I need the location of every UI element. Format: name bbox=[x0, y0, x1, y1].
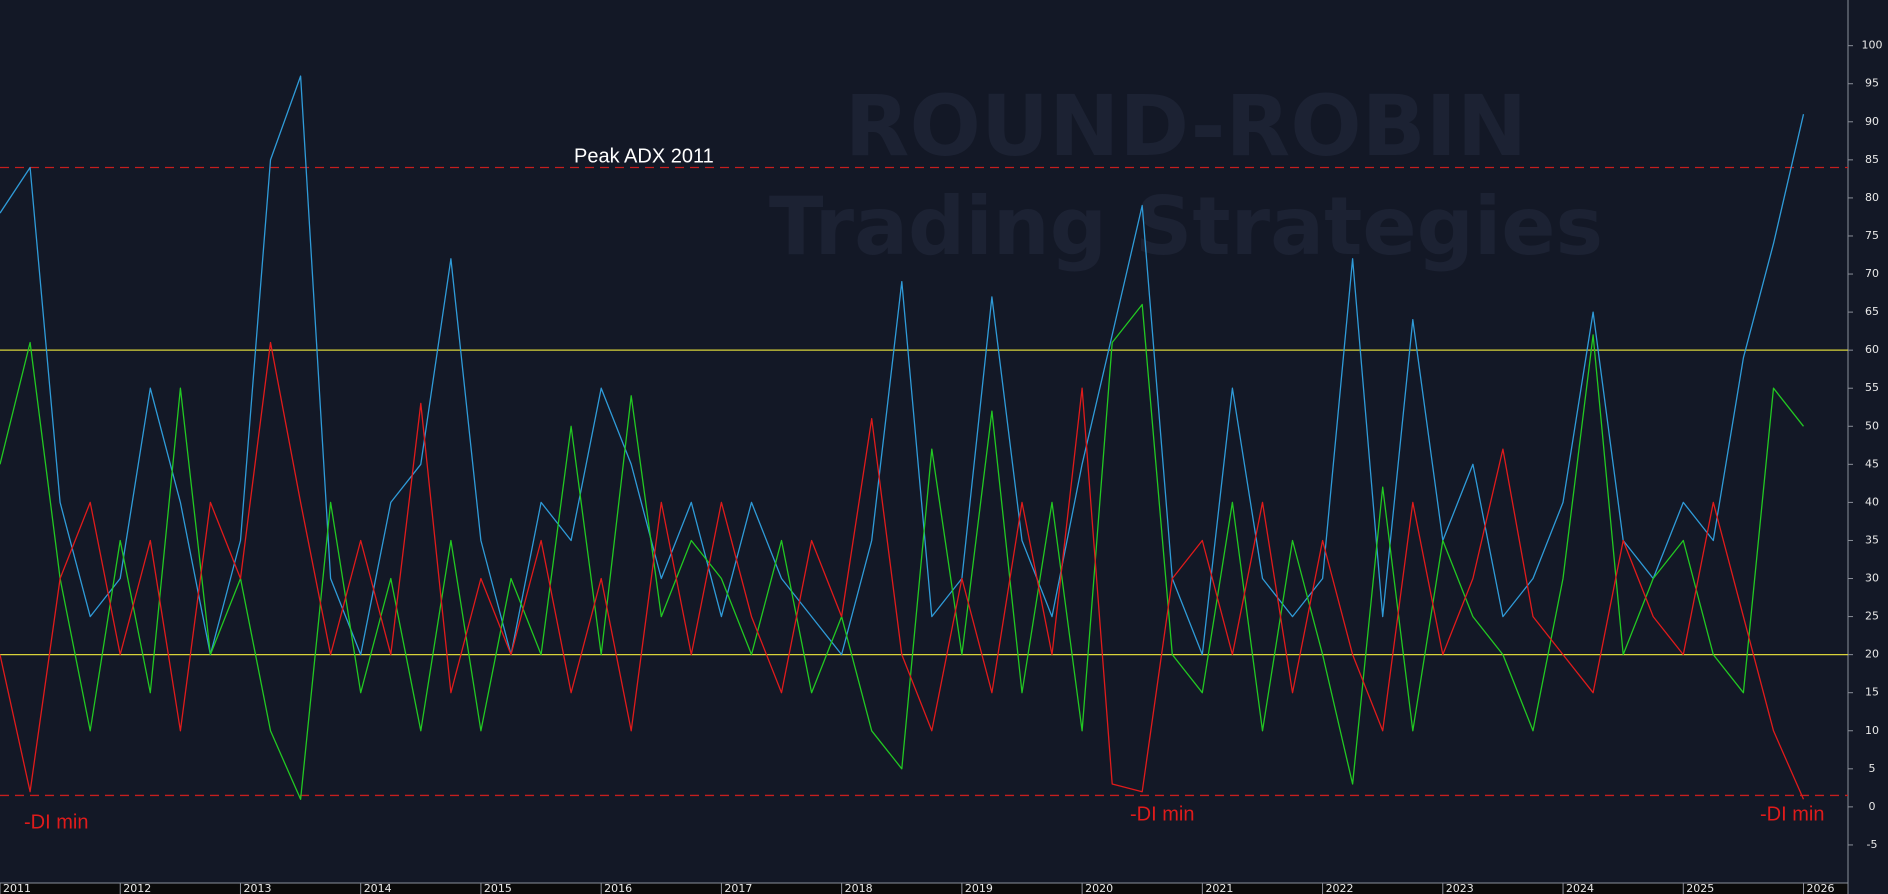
series-line bbox=[0, 75, 1805, 656]
x-tick-label: 2023 bbox=[1446, 882, 1474, 894]
x-tick-label: 2012 bbox=[123, 882, 151, 894]
annotation: Peak ADX 2011 bbox=[574, 145, 714, 167]
annotation: -DI min bbox=[1130, 803, 1194, 825]
y-tick-label: 65 bbox=[1865, 305, 1879, 318]
x-axis-strip bbox=[0, 883, 1848, 894]
y-tick-label: 15 bbox=[1865, 686, 1879, 699]
y-tick-label: 10 bbox=[1865, 724, 1879, 737]
y-tick-label: 5 bbox=[1869, 762, 1876, 775]
series-line bbox=[0, 303, 1805, 800]
y-tick-label: 50 bbox=[1865, 419, 1879, 432]
series-line bbox=[0, 341, 1805, 800]
annotation: -DI min bbox=[24, 811, 88, 833]
y-tick-label: 25 bbox=[1865, 610, 1879, 623]
watermark: Trading Strategies bbox=[769, 180, 1603, 273]
y-tick-label: 100 bbox=[1862, 39, 1883, 52]
x-tick-label: 2014 bbox=[364, 882, 392, 894]
x-tick-label: 2017 bbox=[724, 882, 752, 894]
y-tick-label: 0 bbox=[1869, 800, 1876, 813]
x-tick-label: 2024 bbox=[1566, 882, 1594, 894]
x-tick-label: 2018 bbox=[845, 882, 873, 894]
y-tick-label: -5 bbox=[1867, 838, 1878, 851]
y-tick-label: 20 bbox=[1865, 648, 1879, 661]
x-tick-label: 2025 bbox=[1686, 882, 1714, 894]
y-tick-label: 75 bbox=[1865, 229, 1879, 242]
y-tick-label: 30 bbox=[1865, 572, 1879, 585]
y-tick-label: 90 bbox=[1865, 115, 1879, 128]
x-tick-label: 2011 bbox=[3, 882, 31, 894]
x-tick-label: 2013 bbox=[243, 882, 271, 894]
x-tick-label: 2015 bbox=[484, 882, 512, 894]
watermark: ROUND-ROBIN bbox=[845, 77, 1527, 175]
x-tick-label: 2016 bbox=[604, 882, 632, 894]
y-tick-label: 55 bbox=[1865, 381, 1879, 394]
y-tick-label: 70 bbox=[1865, 267, 1879, 280]
x-tick-label: 2021 bbox=[1205, 882, 1233, 894]
x-tick-label: 2022 bbox=[1326, 882, 1354, 894]
y-tick-label: 60 bbox=[1865, 343, 1879, 356]
y-tick-label: 40 bbox=[1865, 495, 1879, 508]
y-tick-label: 85 bbox=[1865, 153, 1879, 166]
x-tick-label: 2019 bbox=[965, 882, 993, 894]
y-tick-label: 35 bbox=[1865, 533, 1879, 546]
x-tick-label: 2020 bbox=[1085, 882, 1113, 894]
annotation: -DI min bbox=[1760, 803, 1824, 825]
y-tick-label: 45 bbox=[1865, 457, 1879, 470]
x-tick-label: 2026 bbox=[1807, 882, 1835, 894]
y-tick-label: 80 bbox=[1865, 191, 1879, 204]
y-tick-label: 95 bbox=[1865, 77, 1879, 90]
